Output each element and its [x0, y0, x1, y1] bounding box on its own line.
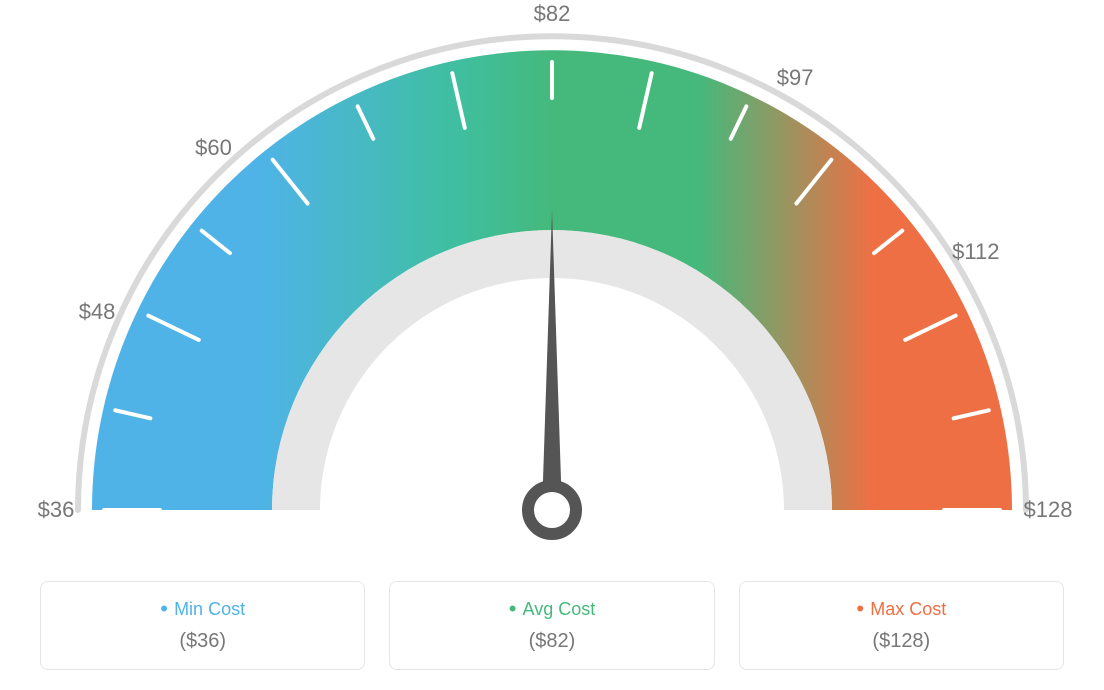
scale-label: $60	[195, 135, 232, 161]
legend-label: Min Cost	[59, 596, 346, 622]
cost-gauge: $36 $48 $60 $82 $97 $112 $128	[0, 0, 1104, 560]
legend-card-avg: Avg Cost ($82)	[389, 581, 714, 670]
scale-label: $48	[79, 299, 116, 325]
legend-card-max: Max Cost ($128)	[739, 581, 1064, 670]
scale-label: $97	[777, 65, 814, 91]
gauge-svg	[0, 0, 1104, 560]
legend-value: ($128)	[758, 630, 1045, 653]
legend-card-min: Min Cost ($36)	[40, 581, 365, 670]
scale-label: $112	[952, 239, 999, 265]
scale-label: $82	[534, 1, 571, 27]
legend-row: Min Cost ($36) Avg Cost ($82) Max Cost (…	[40, 581, 1064, 670]
legend-label: Max Cost	[758, 596, 1045, 622]
legend-label: Avg Cost	[408, 596, 695, 622]
legend-value: ($36)	[59, 630, 346, 653]
scale-label: $36	[38, 497, 75, 523]
legend-value: ($82)	[408, 630, 695, 653]
scale-label: $128	[1024, 497, 1073, 523]
